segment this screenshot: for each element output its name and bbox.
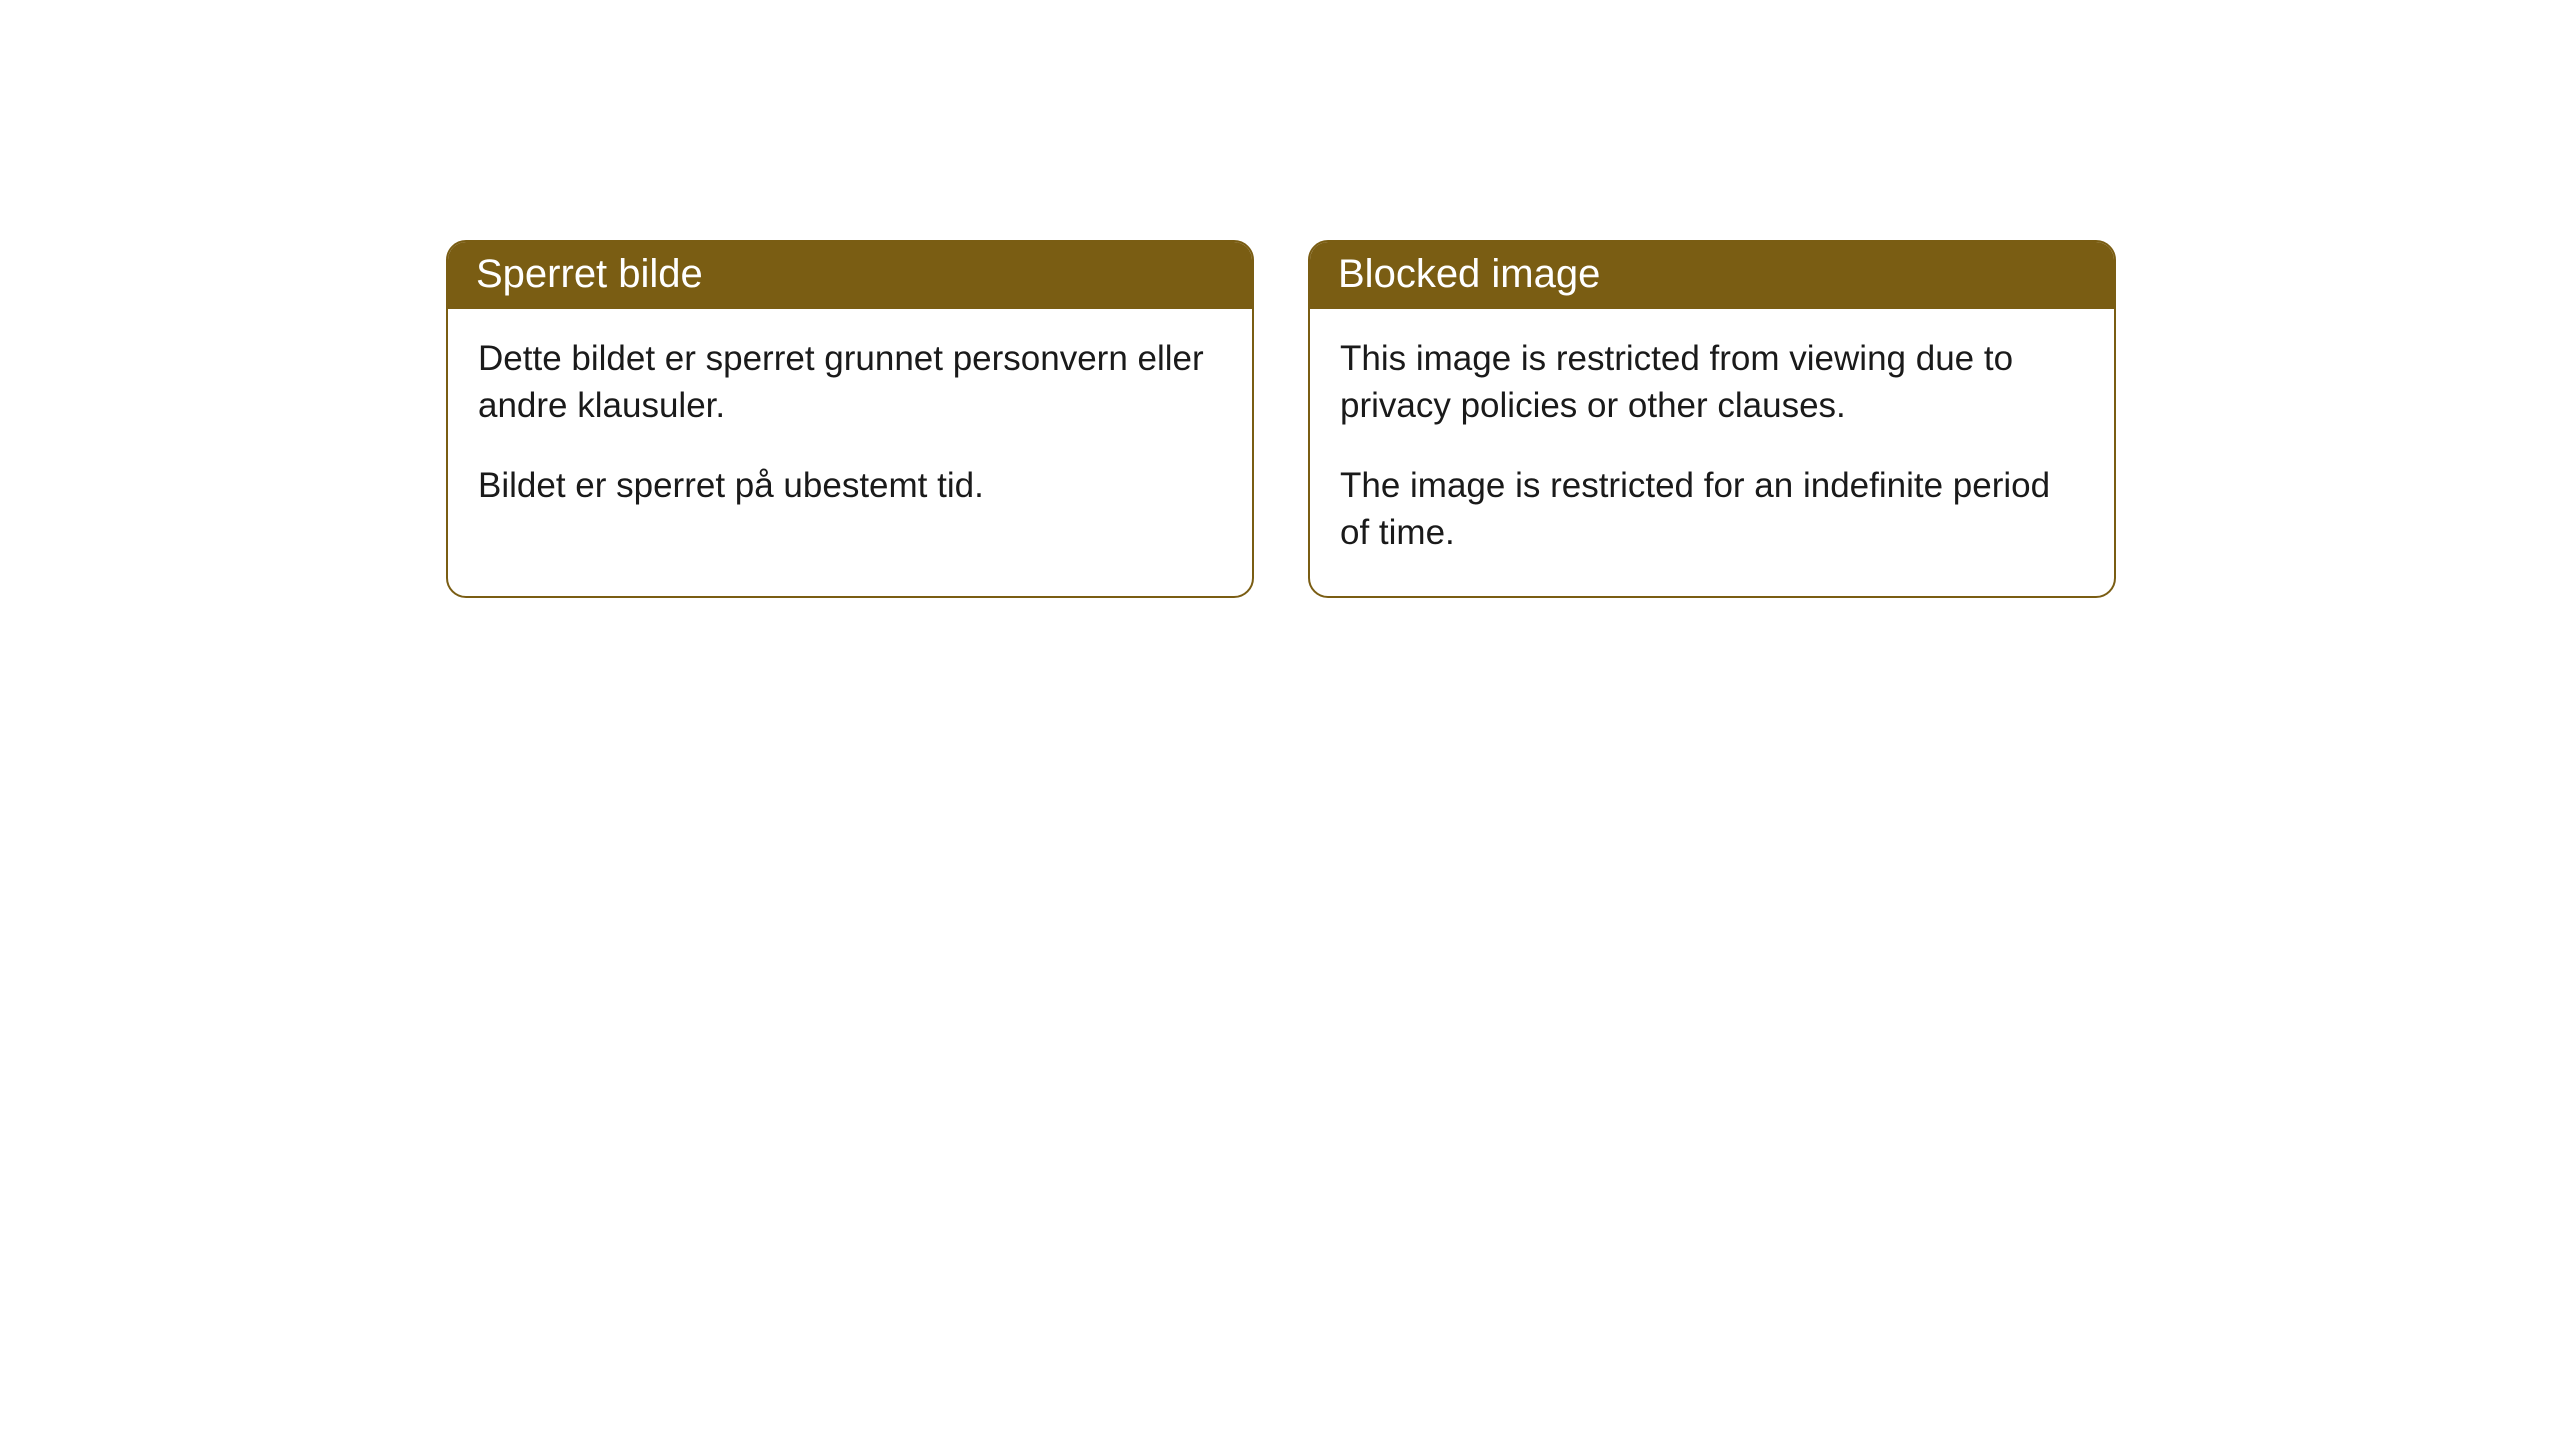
card-body: Dette bildet er sperret grunnet personve…: [448, 309, 1252, 549]
card-paragraph: Dette bildet er sperret grunnet personve…: [478, 335, 1222, 430]
card-header: Blocked image: [1310, 242, 2114, 309]
blocked-image-card-english: Blocked image This image is restricted f…: [1308, 240, 2116, 598]
card-paragraph: Bildet er sperret på ubestemt tid.: [478, 462, 1222, 509]
blocked-image-card-norwegian: Sperret bilde Dette bildet er sperret gr…: [446, 240, 1254, 598]
card-title: Sperret bilde: [476, 252, 703, 296]
card-header: Sperret bilde: [448, 242, 1252, 309]
card-body: This image is restricted from viewing du…: [1310, 309, 2114, 596]
card-paragraph: This image is restricted from viewing du…: [1340, 335, 2084, 430]
card-paragraph: The image is restricted for an indefinit…: [1340, 462, 2084, 557]
notice-container: Sperret bilde Dette bildet er sperret gr…: [0, 0, 2560, 598]
card-title: Blocked image: [1338, 252, 1600, 296]
